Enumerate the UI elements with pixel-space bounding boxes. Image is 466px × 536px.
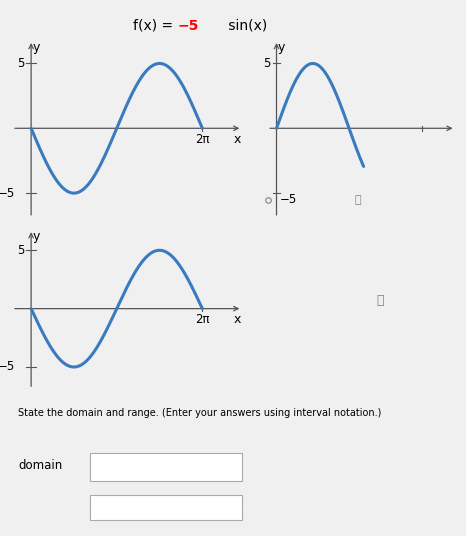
Text: State the domain and range. (Enter your answers using interval notation.): State the domain and range. (Enter your …: [18, 408, 382, 419]
Text: −5: −5: [0, 187, 15, 199]
Text: 2π: 2π: [195, 133, 210, 146]
Text: −5: −5: [280, 193, 297, 206]
Text: x: x: [233, 133, 241, 146]
Text: 5: 5: [17, 57, 24, 70]
Text: −5: −5: [0, 361, 15, 374]
Text: sin(x): sin(x): [224, 19, 267, 33]
Text: 2π: 2π: [195, 314, 210, 326]
Text: x: x: [233, 314, 241, 326]
Text: f(x) =: f(x) =: [133, 19, 177, 33]
Text: ⓘ: ⓘ: [376, 294, 384, 307]
FancyBboxPatch shape: [90, 453, 242, 481]
Text: −5: −5: [177, 19, 199, 33]
Text: 5: 5: [17, 244, 24, 257]
Text: ⓘ: ⓘ: [354, 195, 361, 205]
FancyBboxPatch shape: [90, 495, 242, 520]
Text: y: y: [33, 230, 40, 243]
Text: y: y: [33, 41, 40, 55]
Text: y: y: [278, 41, 285, 55]
Text: domain: domain: [18, 459, 62, 472]
Text: 5: 5: [263, 57, 271, 70]
